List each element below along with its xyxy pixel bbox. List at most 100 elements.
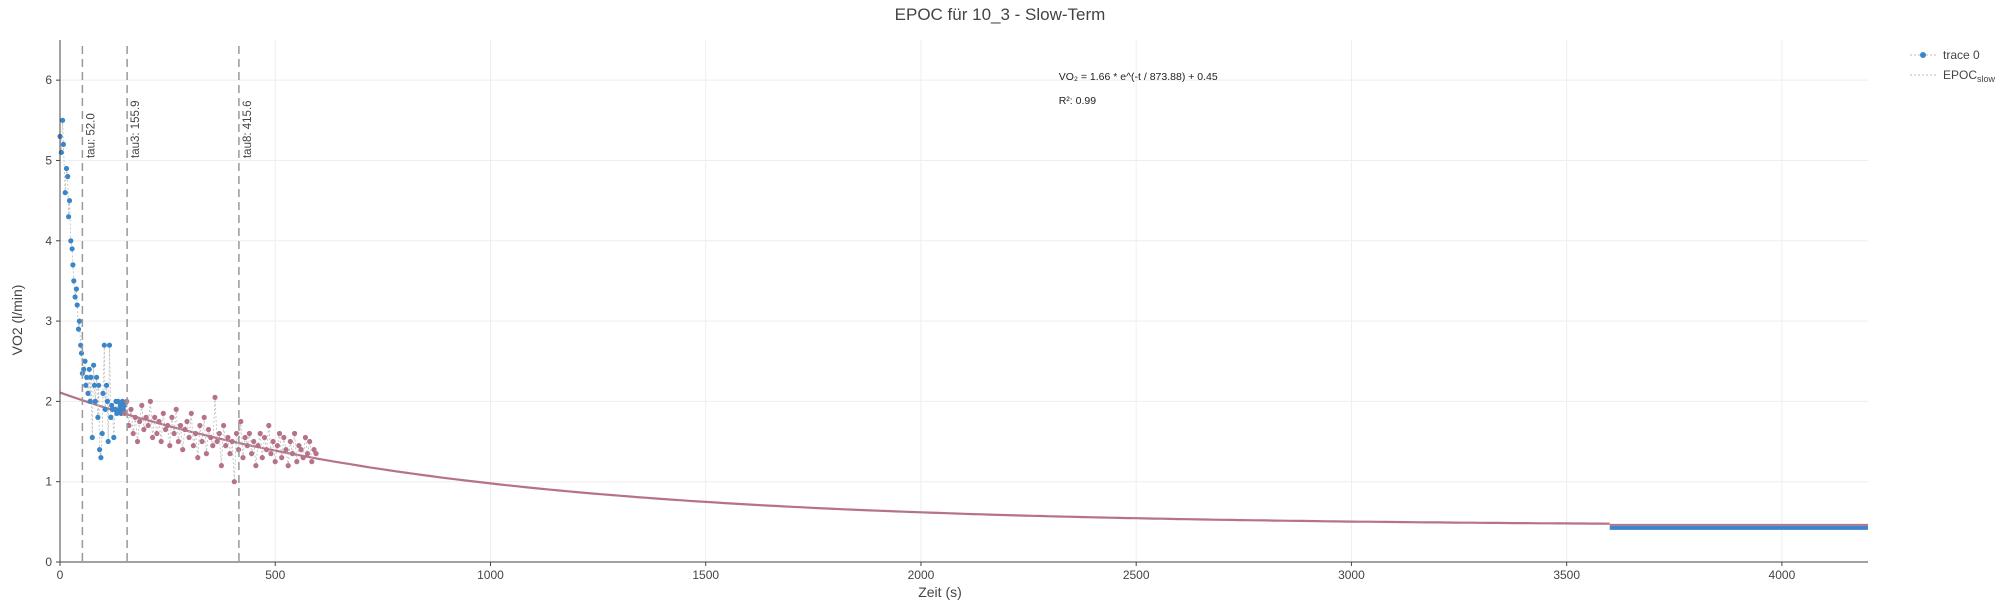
data-point: [66, 198, 73, 204]
data-point: [169, 414, 175, 420]
axes: [59, 40, 1868, 563]
data-point: [246, 430, 252, 437]
data-point: [91, 382, 97, 388]
data-point: [188, 410, 194, 416]
data-point: [201, 414, 207, 420]
data-point: [214, 438, 220, 445]
data-point: [313, 451, 319, 457]
data-point: [167, 443, 173, 449]
x-tick-label: 3000: [1338, 568, 1365, 582]
data-point: [225, 434, 231, 441]
data-point: [152, 414, 158, 420]
data-point: [298, 447, 304, 453]
legend-subscript: slow: [1977, 74, 1996, 84]
data-point: [304, 451, 311, 457]
legend-marker: [1920, 52, 1926, 58]
x-tick-label: 1000: [477, 568, 504, 582]
data-point: [92, 398, 98, 404]
legend-label: trace 0: [1943, 48, 1980, 62]
data-point: [257, 430, 263, 437]
data-point: [229, 438, 235, 445]
data-point: [143, 414, 149, 420]
data-point: [117, 402, 123, 408]
x-axis-title: Zeit (s): [918, 584, 962, 600]
data-point: [162, 426, 169, 433]
data-point: [89, 434, 95, 441]
data-point: [184, 418, 190, 425]
legend-item[interactable]: EPOCslow: [1910, 68, 1996, 84]
data-point: [195, 455, 201, 461]
data-point: [73, 286, 79, 292]
data-point: [99, 430, 105, 437]
y-tick-label: 4: [45, 234, 52, 248]
data-point: [186, 434, 192, 441]
data-point: [296, 443, 302, 449]
annotations: VO₂ = 1.66 * e^(-t / 873.88) + 0.45 R²: 0…: [1059, 71, 1218, 107]
data-point: [114, 410, 120, 416]
data-point: [65, 173, 71, 180]
x-tick-label: 2000: [908, 568, 935, 582]
x-tick-label: 4000: [1769, 568, 1796, 582]
data-point: [175, 438, 181, 445]
data-point: [116, 406, 122, 412]
legend[interactable]: trace 0 EPOCslow: [1910, 48, 1996, 84]
data-point: [212, 394, 218, 400]
legend-item[interactable]: trace 0: [1910, 48, 1980, 62]
data-point: [272, 459, 278, 465]
data-point: [240, 455, 246, 461]
data-point: [103, 382, 110, 388]
data-point: [266, 422, 272, 429]
data-point: [221, 422, 227, 429]
data-point: [218, 463, 224, 469]
tau-lines-group: tau: 52.0 tau3: 155.9 tau8: 415.6: [81, 46, 254, 562]
x-tick-label: 500: [265, 568, 285, 582]
data-point: [156, 418, 162, 425]
data-point: [100, 390, 106, 396]
data-point: [86, 366, 92, 372]
data-point: [270, 438, 276, 445]
data-point: [182, 426, 188, 433]
y-tick-label: 2: [45, 394, 52, 408]
data-point: [58, 149, 64, 155]
data-point: [147, 398, 153, 404]
data-point: [91, 362, 97, 368]
fit-curve: [59, 391, 1610, 525]
data-point: [115, 398, 121, 404]
data-point: [85, 390, 91, 396]
data-point: [97, 447, 103, 453]
data-point: [158, 438, 164, 445]
data-point: [227, 451, 233, 457]
series-connector-1: [124, 397, 317, 482]
data-point: [276, 430, 283, 437]
data-point: [134, 438, 141, 445]
data-point: [82, 358, 88, 364]
data-point: [216, 430, 222, 437]
data-point: [128, 406, 134, 412]
x-tick-label: 2500: [1123, 568, 1150, 582]
data-point: [244, 443, 250, 449]
traces-group: [57, 117, 1868, 530]
data-point: [300, 455, 306, 461]
equation-annotation: R²: 0.99: [1059, 95, 1097, 107]
data-point: [95, 414, 101, 420]
data-point: [119, 398, 125, 404]
data-point: [171, 430, 177, 437]
tau-label: tau3: 155.9: [130, 100, 142, 158]
data-point: [141, 426, 147, 433]
data-point: [249, 451, 255, 457]
data-point: [160, 410, 166, 416]
data-point: [289, 451, 296, 457]
data-point: [106, 342, 113, 348]
data-point: [150, 434, 156, 441]
data-point: [154, 430, 160, 437]
data-point: [88, 374, 94, 380]
grid: [59, 40, 1868, 563]
data-point: [132, 414, 138, 420]
data-point: [279, 455, 285, 461]
data-point: [259, 455, 265, 461]
data-point: [139, 402, 145, 408]
data-point: [87, 398, 93, 404]
tau-label: tau: 52.0: [85, 113, 97, 158]
y-tick-label: 5: [45, 153, 52, 167]
data-point: [208, 434, 214, 441]
